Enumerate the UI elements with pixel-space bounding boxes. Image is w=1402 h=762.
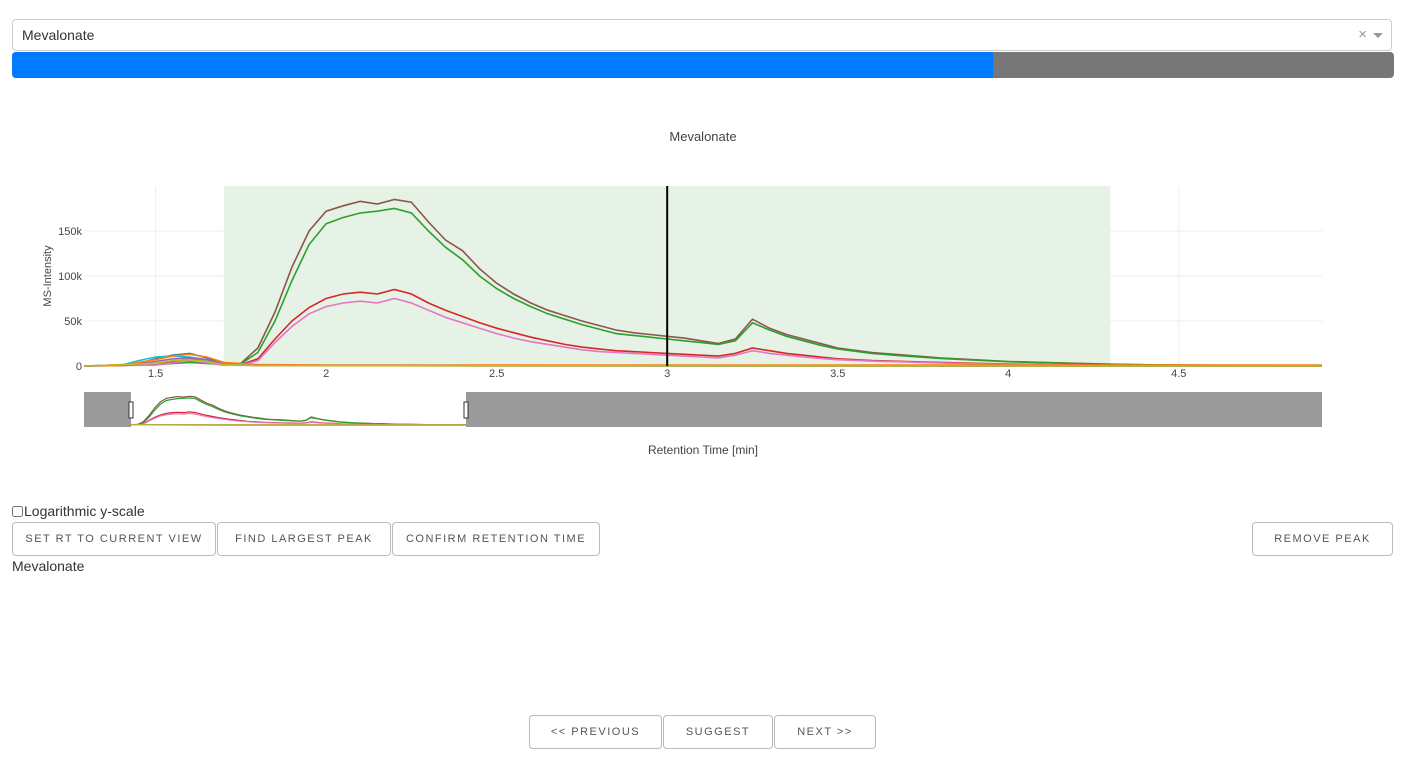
log-scale-toggle[interactable]: Logarithmic y-scale <box>12 503 145 519</box>
series-line <box>83 207 1323 367</box>
series-line <box>83 358 1323 367</box>
next-button[interactable]: NEXT >> <box>774 715 876 749</box>
x-tick-label: 2 <box>323 368 329 380</box>
x-tick-label: 3 <box>664 368 670 380</box>
metabolite-select-value: Mevalonate <box>22 27 95 43</box>
chart-title: Mevalonate <box>669 129 736 144</box>
y-tick-label: 0 <box>76 361 82 373</box>
x-tick-label: 2.5 <box>489 368 504 380</box>
clear-icon[interactable]: × <box>1358 26 1367 43</box>
range-slider-handle-right <box>463 401 469 419</box>
metabolite-name-label: Mevalonate <box>12 558 85 574</box>
find-largest-peak-button[interactable]: FIND LARGEST PEAK <box>217 522 391 556</box>
series-line <box>83 198 1323 367</box>
x-tick-label: 1.5 <box>148 368 163 380</box>
metabolite-select[interactable]: Mevalonate × <box>12 19 1392 51</box>
suggest-button[interactable]: SUGGEST <box>663 715 773 749</box>
x-tick-label: 4.5 <box>1171 368 1186 380</box>
log-scale-label: Logarithmic y-scale <box>24 503 145 519</box>
x-tick-label: 4 <box>1005 368 1011 380</box>
x-tick-label: 3.5 <box>830 368 845 380</box>
y-axis-ticks: 0 50k 100k 150k <box>58 226 82 373</box>
chevron-down-icon[interactable] <box>1373 33 1383 38</box>
series-line <box>83 297 1323 367</box>
range-slider-series <box>83 397 505 426</box>
chart-series <box>83 198 1323 367</box>
y-tick-label: 150k <box>58 226 82 238</box>
progress-bar <box>12 52 1394 78</box>
y-tick-label: 100k <box>58 271 82 283</box>
log-scale-checkbox[interactable] <box>12 505 23 517</box>
y-tick-label: 50k <box>64 316 82 328</box>
set-rt-button[interactable]: SET RT TO CURRENT VIEW <box>12 522 216 556</box>
progress-bar-fill <box>12 52 994 78</box>
y-axis-label: MS-Intensity <box>42 245 54 307</box>
previous-button[interactable]: << PREVIOUS <box>529 715 662 749</box>
range-slider-mask-right <box>466 392 1322 427</box>
confirm-retention-time-button[interactable]: CONFIRM RETENTION TIME <box>392 522 600 556</box>
x-axis-ticks: 1.5 2 2.5 3 3.5 4 4.5 <box>148 368 1186 380</box>
range-slider-mask-left <box>84 392 131 427</box>
x-axis-label: Retention Time [min] <box>648 443 758 457</box>
range-slider[interactable] <box>83 392 1322 427</box>
range-slider-handle-left <box>128 401 134 419</box>
remove-peak-button[interactable]: REMOVE PEAK <box>1252 522 1393 556</box>
chromatogram-chart[interactable]: Mevalonate 1.5 2 2.5 3 3.5 4 4.5 050k100k150k … <box>0 95 1402 465</box>
series-line <box>83 353 1322 367</box>
